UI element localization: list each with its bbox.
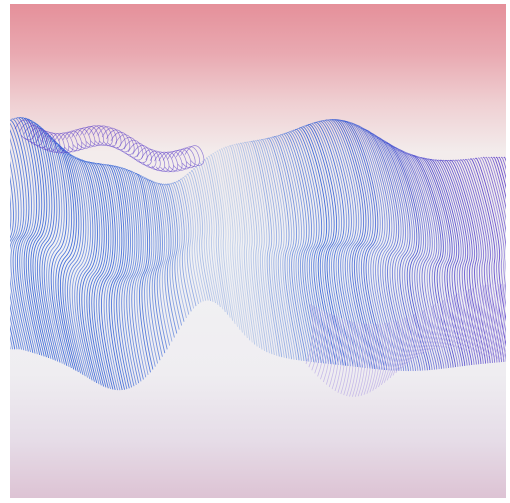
lavender-strand: [306, 304, 313, 364]
wave-strand: [196, 167, 216, 303]
wave-strand: [438, 160, 479, 364]
wave-strand: [198, 165, 218, 305]
wave-ribbon-art: [10, 4, 506, 498]
wave-strand: [191, 170, 210, 300]
crest-loop: [107, 130, 126, 150]
wave-ribbons: [10, 117, 506, 396]
art-canvas: [10, 4, 506, 498]
crest-loop: [137, 148, 156, 168]
